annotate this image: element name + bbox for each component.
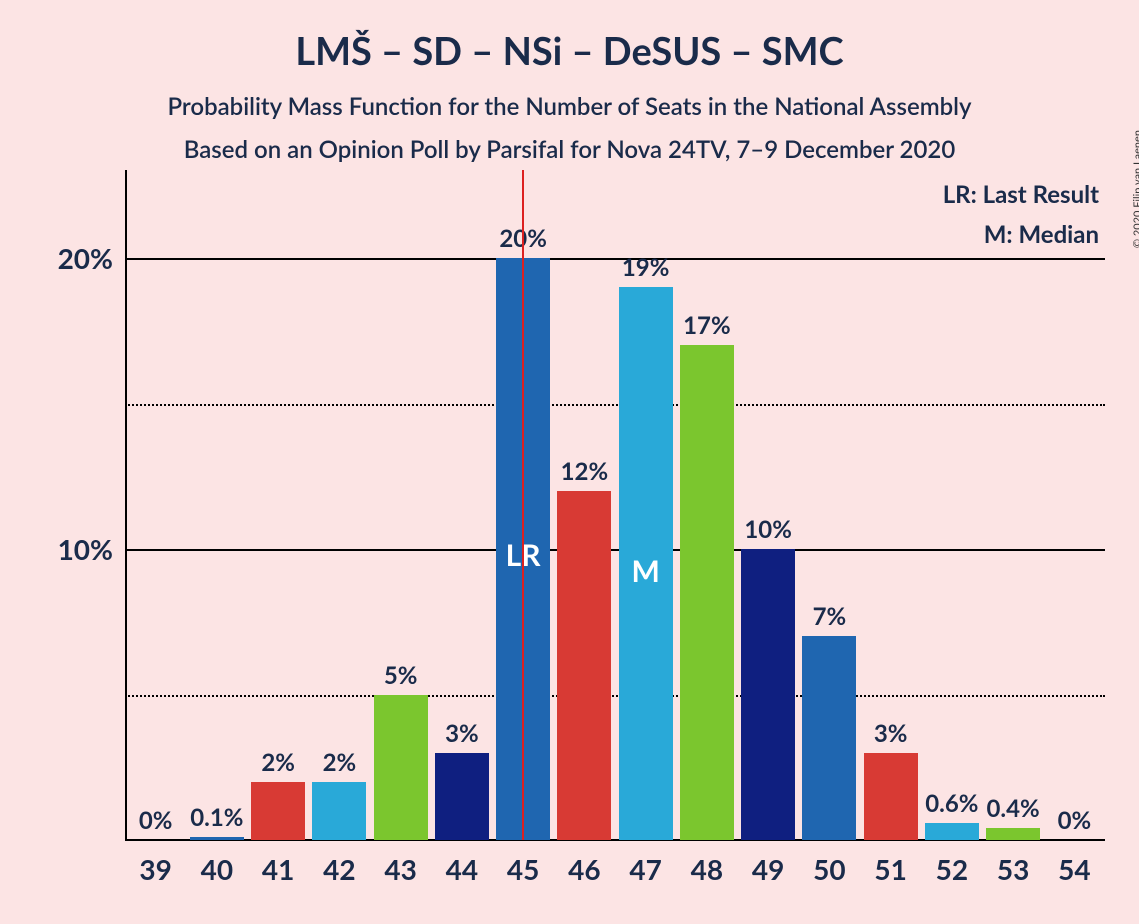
bar xyxy=(190,837,244,840)
x-tick-label: 48 xyxy=(676,852,737,886)
x-tick-label: 53 xyxy=(983,852,1044,886)
bar-value-label: 3% xyxy=(422,719,502,748)
bar xyxy=(680,345,734,840)
x-tick-label: 41 xyxy=(248,852,309,886)
bar-value-label: 3% xyxy=(851,719,931,748)
x-tick-label: 44 xyxy=(431,852,492,886)
x-tick-label: 46 xyxy=(554,852,615,886)
x-tick-label: 47 xyxy=(615,852,676,886)
bar-value-label: 2% xyxy=(299,748,379,777)
bar-value-label: 0% xyxy=(1034,806,1114,835)
x-tick-label: 45 xyxy=(493,852,554,886)
bar xyxy=(251,782,305,840)
gridline xyxy=(125,549,1105,551)
x-tick-label: 52 xyxy=(921,852,982,886)
y-axis xyxy=(125,170,127,840)
x-tick-label: 50 xyxy=(799,852,860,886)
last-result-line xyxy=(522,170,524,840)
copyright-text: © 2020 Filip van Laenen xyxy=(1131,130,1139,248)
gridline xyxy=(125,695,1105,697)
chart-subtitle-1: Probability Mass Function for the Number… xyxy=(0,92,1139,121)
bar xyxy=(435,753,489,840)
bar-marker-label: M xyxy=(619,553,673,589)
bar xyxy=(864,753,918,840)
chart-subtitle-2: Based on an Opinion Poll by Parsifal for… xyxy=(0,135,1139,164)
bar xyxy=(925,823,979,840)
chart-plot-area: 10%20%0%390.1%402%412%425%433%4420%45LR1… xyxy=(125,200,1105,840)
chart-title: LMŠ – SD – NSi – DeSUS – SMC xyxy=(0,0,1139,74)
x-tick-label: 40 xyxy=(186,852,247,886)
bar-value-label: 19% xyxy=(606,253,686,282)
bar-value-label: 0.1% xyxy=(177,803,257,832)
bar-value-label: 7% xyxy=(789,602,869,631)
gridline xyxy=(125,404,1105,406)
bar xyxy=(374,695,428,840)
x-tick-label: 51 xyxy=(860,852,921,886)
legend-lr: LR: Last Result xyxy=(943,180,1099,209)
x-tick-label: 42 xyxy=(309,852,370,886)
bar-value-label: 17% xyxy=(667,311,747,340)
y-tick-label: 10% xyxy=(13,532,113,566)
bar-value-label: 5% xyxy=(361,661,441,690)
bar-value-label: 10% xyxy=(728,515,808,544)
y-tick-label: 20% xyxy=(13,241,113,275)
bar xyxy=(557,491,611,840)
bar-value-label: 12% xyxy=(544,457,624,486)
bar xyxy=(802,636,856,840)
bar xyxy=(741,549,795,840)
x-tick-label: 39 xyxy=(125,852,186,886)
bar xyxy=(986,828,1040,840)
bar xyxy=(312,782,366,840)
x-tick-label: 49 xyxy=(738,852,799,886)
x-tick-label: 43 xyxy=(370,852,431,886)
legend-m: M: Median xyxy=(984,220,1099,249)
x-tick-label: 54 xyxy=(1044,852,1105,886)
